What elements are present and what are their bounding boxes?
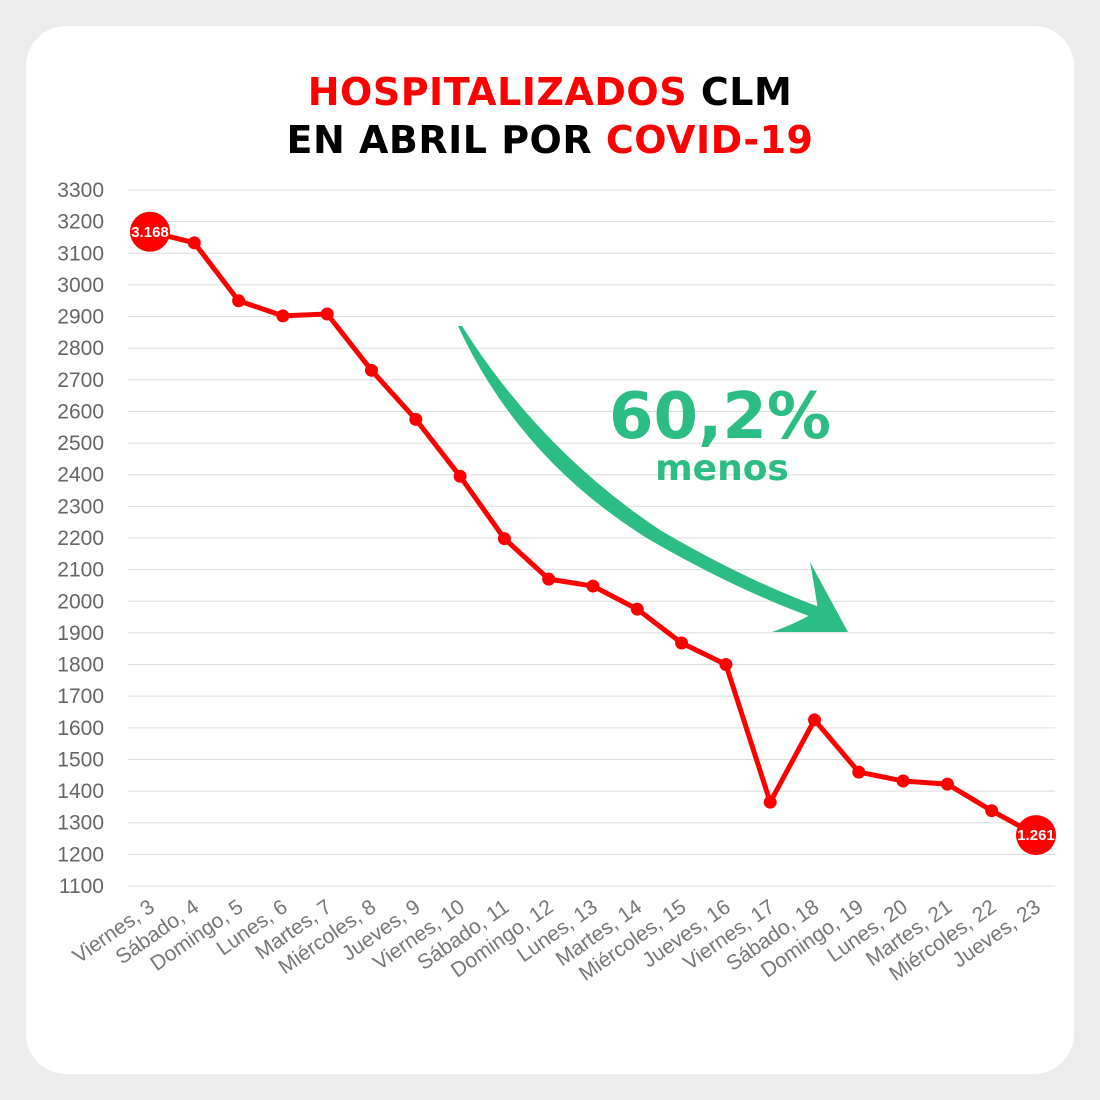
y-tick-label: 1900 bbox=[57, 622, 104, 645]
data-point-last bbox=[1016, 815, 1056, 856]
data-point bbox=[586, 579, 600, 593]
data-point bbox=[187, 236, 201, 250]
chart-card bbox=[26, 26, 1074, 1074]
data-point bbox=[985, 804, 999, 818]
y-tick-label: 1100 bbox=[59, 875, 104, 898]
y-tick-label: 2900 bbox=[57, 306, 104, 329]
trend-arrow-icon bbox=[458, 326, 848, 632]
y-tick-label: 3000 bbox=[57, 274, 104, 297]
trend-arrow-head bbox=[772, 562, 848, 632]
data-point bbox=[409, 412, 423, 426]
title-clm: CLM bbox=[687, 70, 793, 114]
y-tick-label: 3300 bbox=[57, 179, 104, 202]
annotation-word: menos bbox=[655, 448, 789, 489]
y-tick-label: 1800 bbox=[57, 654, 104, 677]
data-point bbox=[542, 572, 556, 586]
endpoint-labels: 3.168 1.261 bbox=[130, 211, 1056, 856]
y-tick-label: 2300 bbox=[57, 495, 104, 518]
y-tick-label: 3100 bbox=[57, 242, 104, 265]
y-tick-label: 2000 bbox=[57, 590, 104, 613]
y-axis: 1100 1200 1300 1400 1500 1600 1700 1800 1900 2000… bbox=[57, 179, 104, 898]
title-line-1: HOSPITALIZADOS CLM bbox=[0, 68, 1100, 116]
chart-title: HOSPITALIZADOS CLM EN ABRIL POR COVID-19 bbox=[0, 68, 1100, 164]
data-point bbox=[940, 777, 954, 791]
data-point bbox=[719, 658, 733, 672]
data-point bbox=[763, 795, 777, 809]
title-line-2: EN ABRIL POR COVID-19 bbox=[0, 116, 1100, 164]
data-point bbox=[365, 363, 378, 377]
y-tick-label: 2700 bbox=[57, 369, 104, 392]
title-en-abril-por: EN ABRIL POR bbox=[286, 118, 606, 162]
data-point bbox=[453, 469, 467, 483]
y-tick-label: 2400 bbox=[57, 464, 104, 487]
y-tick-label: 1700 bbox=[57, 685, 104, 708]
data-point bbox=[675, 636, 689, 650]
y-tick-label: 2100 bbox=[57, 559, 104, 582]
y-tick-label: 1400 bbox=[57, 780, 104, 803]
title-hospitalizados: HOSPITALIZADOS bbox=[307, 70, 688, 114]
data-point bbox=[896, 774, 910, 788]
gridlines bbox=[128, 189, 1055, 887]
y-tick-label: 2600 bbox=[57, 400, 104, 423]
y-tick-label: 1300 bbox=[57, 812, 104, 835]
data-point bbox=[497, 532, 511, 546]
y-tick-label: 1600 bbox=[57, 717, 104, 740]
series-hospitalizados bbox=[147, 229, 1039, 838]
data-label-first: 3.168 bbox=[131, 224, 169, 241]
y-tick-label: 2200 bbox=[57, 527, 104, 550]
y-tick-label: 1500 bbox=[57, 748, 104, 771]
data-point bbox=[320, 307, 334, 321]
y-tick-label: 2800 bbox=[57, 337, 104, 360]
y-tick-label: 1200 bbox=[57, 843, 104, 866]
data-point bbox=[276, 309, 290, 323]
data-point bbox=[232, 294, 246, 308]
data-point bbox=[852, 765, 866, 779]
data-point-first bbox=[130, 211, 170, 252]
annotation-percent: 60,2% bbox=[609, 380, 831, 454]
title-covid: COVID-19 bbox=[605, 118, 814, 162]
data-point bbox=[630, 602, 644, 616]
data-label-last: 1.261 bbox=[1017, 827, 1055, 844]
data-point bbox=[808, 713, 821, 727]
y-tick-label: 2500 bbox=[57, 432, 104, 455]
y-tick-label: 3200 bbox=[57, 211, 104, 234]
